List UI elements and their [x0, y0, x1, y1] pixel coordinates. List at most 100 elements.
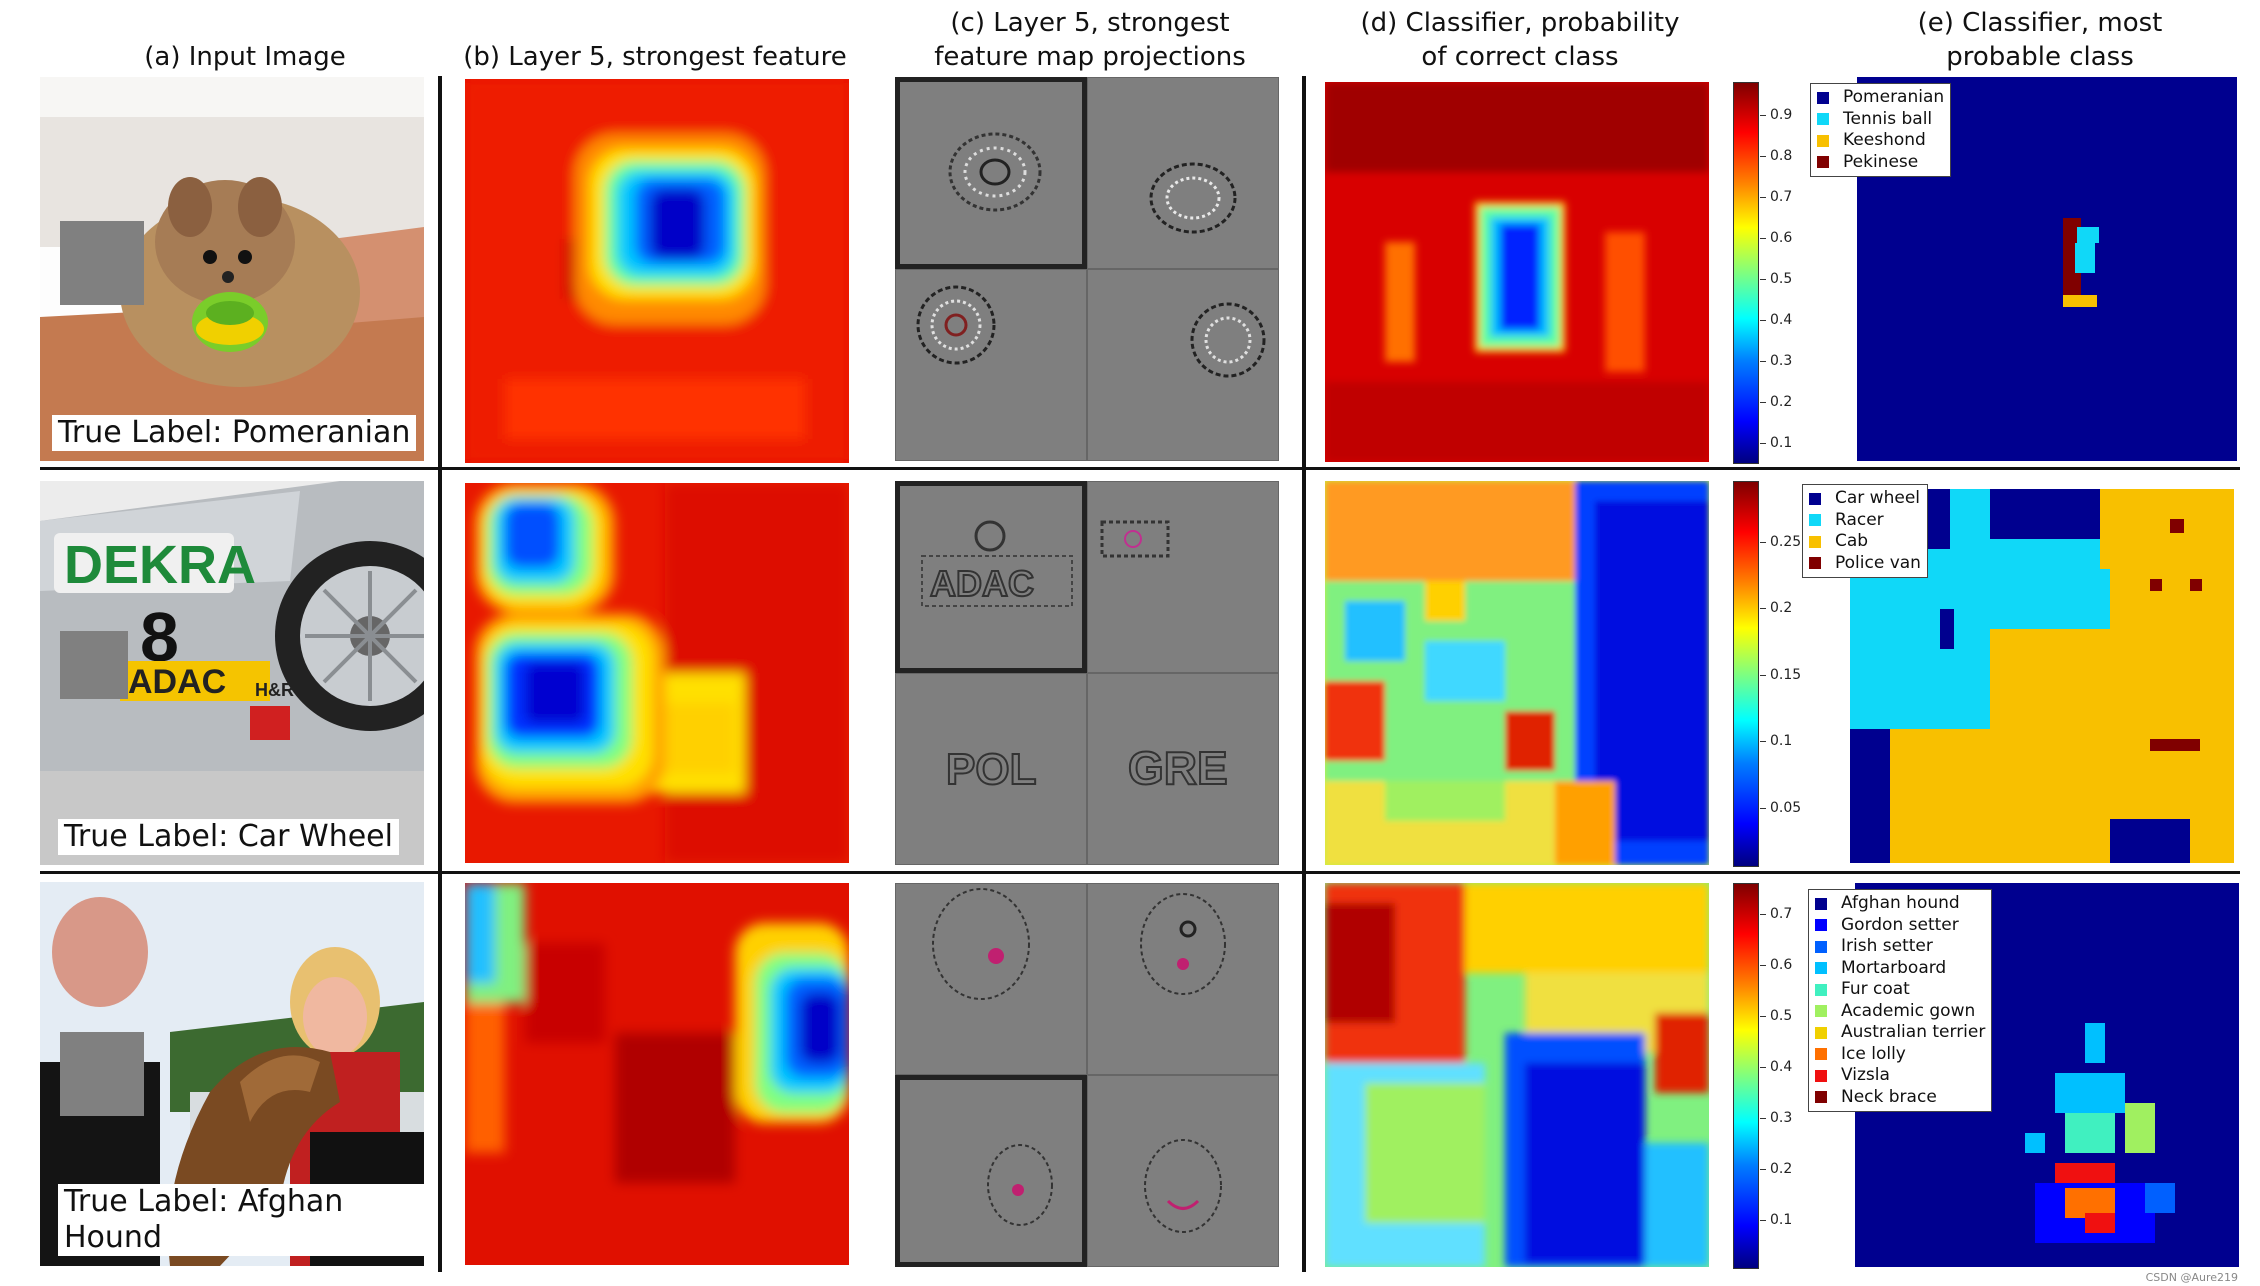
projections-row3	[895, 883, 1279, 1267]
legend-row2: Car wheel Racer Cab Police van	[1802, 484, 1928, 578]
colorbar-tick: 0.1	[1759, 733, 1793, 749]
feature-map-heatmap	[465, 79, 849, 463]
vertical-divider-right	[1302, 76, 1306, 1272]
colorbar-tick: 0.1	[1759, 435, 1793, 451]
projection-texture: GRE	[1127, 741, 1229, 795]
projection-tile	[1087, 269, 1279, 461]
colorbar-tick: 0.3	[1759, 353, 1793, 369]
dekra-logo-text: DEKRA	[64, 535, 256, 595]
projection-texture	[1190, 302, 1266, 378]
true-label: True Label: Pomeranian	[52, 415, 417, 451]
legend-item: Mortarboard	[1815, 958, 1985, 980]
probability-map-row2	[1325, 481, 1709, 865]
class-region	[1850, 729, 1890, 863]
projection-tile	[1087, 1075, 1279, 1267]
legend-item: Fur coat	[1815, 979, 1985, 1001]
legend-swatch	[1817, 113, 1829, 126]
legend-item: Tennis ball	[1817, 109, 1944, 131]
projection-tile: GRE	[1087, 673, 1279, 865]
header-d: (d) Classifier, probability of correct c…	[1360, 8, 1680, 72]
projection-text: GRE	[1128, 742, 1228, 794]
colorbar-row2	[1733, 481, 1759, 867]
feature-map-heatmap	[465, 483, 849, 863]
row-divider-1	[40, 467, 2240, 470]
input-image-pomeranian: True Label: Pomeranian	[40, 77, 424, 461]
legend-swatch	[1815, 1026, 1827, 1039]
legend-swatch	[1815, 962, 1827, 975]
car-photo-drawing: DEKRA 8 ADAC H&R	[40, 481, 424, 865]
class-region	[1940, 609, 1954, 649]
projection-tile	[1087, 883, 1279, 1075]
legend-swatch	[1815, 940, 1827, 953]
colorbar-tick: 0.5	[1759, 1008, 1793, 1024]
projection-texture	[1144, 1139, 1222, 1233]
legend-item: Police van	[1809, 553, 1921, 575]
hr-sticker-text: H&R	[255, 680, 294, 700]
projection-tile	[895, 269, 1087, 461]
occluder-square	[60, 631, 128, 699]
legend-item: Car wheel	[1809, 488, 1921, 510]
colorbar-tick: 0.2	[1759, 394, 1793, 410]
legend-item: Gordon setter	[1815, 915, 1985, 937]
legend-item: Academic gown	[1815, 1001, 1985, 1023]
class-region	[2170, 519, 2184, 533]
class-region	[1850, 569, 1990, 729]
class-region	[2077, 227, 2099, 243]
legend-swatch	[1815, 1005, 1827, 1018]
projection-texture	[987, 1144, 1053, 1226]
projection-text: ADAC	[930, 563, 1034, 604]
projection-texture: POL	[945, 744, 1037, 795]
class-region	[2100, 489, 2234, 569]
class-region	[2063, 218, 2081, 298]
probability-heatmap	[1325, 883, 1709, 1267]
colorbar-tick: 0.15	[1759, 667, 1802, 683]
colorbar-tick: 0.1	[1759, 1212, 1793, 1228]
projection-texture	[932, 888, 1030, 1000]
legend-swatch	[1809, 557, 1821, 570]
legend-item: Keeshond	[1817, 130, 1944, 152]
class-region	[2085, 1213, 2115, 1233]
header-a: (a) Input Image	[144, 42, 346, 72]
legend-item: Racer	[1809, 510, 1921, 532]
class-region	[2085, 1023, 2105, 1063]
legend-item: Pomeranian	[1817, 87, 1944, 109]
row-divider-2	[40, 871, 2240, 874]
colorbar-row3	[1733, 883, 1759, 1269]
projection-texture: ADAC	[921, 520, 1073, 607]
colorbar-tick: 0.3	[1759, 1110, 1793, 1126]
probability-heatmap	[1325, 481, 1709, 865]
true-label: True Label: Afghan Hound	[58, 1184, 424, 1256]
legend-swatch	[1815, 1069, 1827, 1082]
legend-item: Afghan hound	[1815, 893, 1985, 915]
colorbar-tick: 0.2	[1759, 600, 1793, 616]
legend-item: Australian terrier	[1815, 1022, 1985, 1044]
header-e: (e) Classifier, most probable class	[1917, 8, 2163, 72]
legend-swatch	[1817, 134, 1829, 147]
legend-swatch	[1815, 897, 1827, 910]
class-region	[2055, 1073, 2125, 1113]
colorbar-tick: 0.7	[1759, 906, 1793, 922]
projection-texture	[916, 285, 996, 365]
probability-heatmap	[1325, 82, 1709, 462]
legend-item: Cab	[1809, 531, 1921, 553]
occluder-square	[60, 1032, 144, 1116]
projection-texture	[948, 132, 1042, 212]
legend-row3: Afghan hound Gordon setter Irish setter …	[1808, 889, 1993, 1112]
header-c: (c) Layer 5, strongest feature map proje…	[934, 8, 1246, 72]
probability-map-row3	[1325, 883, 1709, 1267]
class-region	[2075, 243, 2095, 273]
legend-item: Irish setter	[1815, 936, 1985, 958]
colorbar-tick: 0.6	[1759, 230, 1793, 246]
colorbar-tick: 0.4	[1759, 1059, 1793, 1075]
projection-tile	[895, 883, 1087, 1075]
colorbar-tick: 0.05	[1759, 800, 1802, 816]
legend-swatch	[1815, 1091, 1827, 1104]
class-region	[2190, 579, 2202, 591]
legend-item: Neck brace	[1815, 1087, 1985, 1109]
vertical-divider-left	[438, 76, 442, 1272]
projection-tile-strongest	[895, 1075, 1087, 1267]
projection-tile-strongest	[895, 77, 1087, 269]
input-image-afghan-hound: True Label: Afghan Hound	[40, 882, 424, 1266]
colorbar-tick: 0.8	[1759, 148, 1793, 164]
colorbar-row1	[1733, 82, 1759, 464]
